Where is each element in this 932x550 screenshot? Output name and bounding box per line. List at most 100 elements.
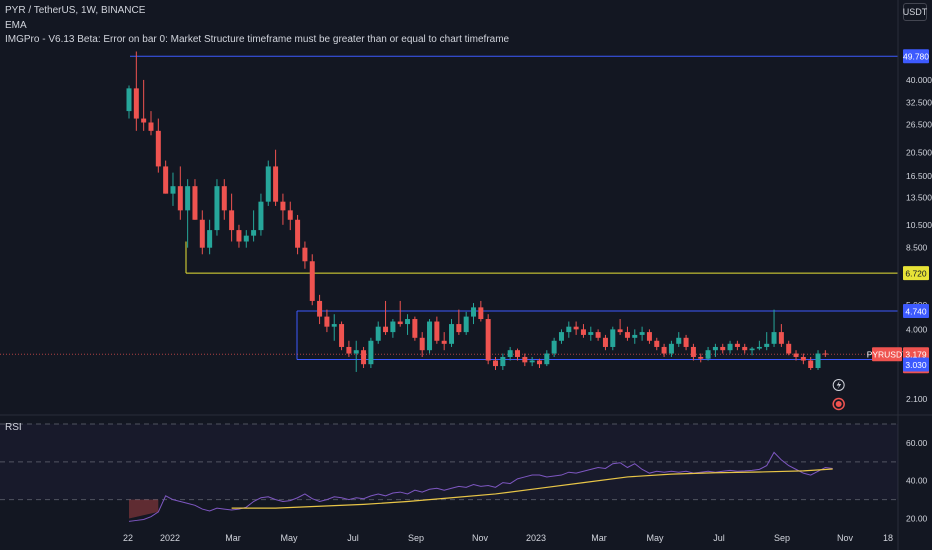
candle-body[interactable] — [668, 343, 674, 354]
rsi-ma-line[interactable] — [231, 468, 833, 509]
candle-body[interactable] — [602, 337, 608, 347]
candle-body[interactable] — [449, 324, 455, 344]
candle-body[interactable] — [346, 346, 352, 354]
candle-body[interactable] — [815, 353, 821, 368]
candle-body[interactable] — [287, 210, 293, 220]
candle-body[interactable] — [456, 324, 462, 333]
candle-body[interactable] — [412, 319, 418, 338]
candle-body[interactable] — [273, 166, 279, 202]
candle-body[interactable] — [566, 326, 572, 333]
candle-body[interactable] — [339, 324, 345, 347]
candle-body[interactable] — [478, 307, 484, 320]
candle-body[interactable] — [676, 337, 682, 344]
candle-body[interactable] — [383, 326, 389, 333]
candle-body[interactable] — [302, 247, 308, 262]
candle-body[interactable] — [133, 88, 139, 119]
candle-body[interactable] — [368, 340, 374, 365]
candle-body[interactable] — [661, 346, 667, 354]
candle-body[interactable] — [698, 356, 704, 359]
candle-body[interactable] — [742, 346, 748, 351]
candle-body[interactable] — [727, 343, 733, 351]
candle-body[interactable] — [485, 319, 491, 361]
candle-body[interactable] — [243, 235, 249, 242]
candle-body[interactable] — [427, 321, 433, 351]
earnings-event-icon[interactable] — [832, 397, 845, 411]
candle-body[interactable] — [221, 186, 227, 211]
candle-body[interactable] — [705, 350, 711, 359]
candle-body[interactable] — [808, 360, 814, 368]
candle-body[interactable] — [646, 332, 652, 341]
candle-body[interactable] — [514, 350, 520, 357]
candle-body[interactable] — [778, 332, 784, 344]
candle-body[interactable] — [756, 346, 762, 349]
candle-body[interactable] — [163, 166, 169, 194]
candle-body[interactable] — [558, 332, 564, 341]
candle-body[interactable] — [632, 334, 638, 338]
candle-body[interactable] — [720, 346, 726, 351]
candle-body[interactable] — [617, 329, 623, 333]
candle-body[interactable] — [405, 319, 411, 325]
candle-body[interactable] — [434, 321, 440, 341]
event-markers[interactable] — [832, 379, 845, 411]
time-axis[interactable]: 22 2022 Mar May Jul Sep Nov 2023 Mar May Jul Sep Nov… — [123, 533, 893, 543]
candle-body[interactable] — [214, 186, 220, 231]
candle-body[interactable] — [595, 332, 601, 338]
candle-body[interactable] — [397, 321, 403, 325]
candle-body[interactable] — [236, 230, 242, 242]
candle-body[interactable] — [800, 356, 806, 361]
candle-body[interactable] — [375, 326, 381, 341]
candle-body[interactable] — [295, 219, 301, 248]
candle-body[interactable] — [639, 332, 645, 335]
candle-body[interactable] — [185, 186, 191, 211]
candle-body[interactable] — [493, 360, 498, 367]
candle-body[interactable] — [580, 329, 586, 335]
candle-body[interactable] — [353, 350, 359, 354]
candle-body[interactable] — [258, 201, 264, 231]
candle-body[interactable] — [771, 332, 777, 344]
candle-body[interactable] — [361, 350, 367, 365]
candle-body[interactable] — [317, 300, 323, 317]
candle-body[interactable] — [588, 332, 594, 335]
rsi-pane[interactable]: 60.00 40.00 20.00 — [0, 423, 928, 524]
candle-body[interactable] — [551, 340, 557, 354]
candle-body[interactable] — [529, 360, 535, 363]
candle-body[interactable] — [683, 337, 689, 347]
candle-body[interactable] — [141, 118, 147, 123]
candle-body[interactable] — [749, 348, 755, 351]
candle-body[interactable] — [786, 343, 792, 354]
candle-body[interactable] — [654, 340, 660, 347]
candle-body[interactable] — [500, 356, 506, 367]
lightning-event-icon[interactable] — [832, 379, 845, 391]
candle-body[interactable] — [177, 186, 183, 211]
candle-body[interactable] — [229, 210, 235, 231]
candle-body[interactable] — [390, 321, 396, 333]
candle-body[interactable] — [734, 343, 740, 347]
candle-body[interactable] — [712, 346, 718, 351]
candle-body[interactable] — [155, 130, 161, 167]
candle-body[interactable] — [522, 356, 528, 363]
candle-body[interactable] — [471, 307, 477, 317]
candle-body[interactable] — [544, 353, 550, 365]
candle-body[interactable] — [126, 88, 132, 112]
candle-body[interactable] — [251, 230, 257, 236]
candle-body[interactable] — [573, 326, 579, 330]
candle-body[interactable] — [624, 332, 630, 338]
symbol-title[interactable]: PYR / TetherUS, 1W, BINANCE — [5, 5, 146, 16]
candle-body[interactable] — [309, 261, 315, 301]
rsi-indicator-label[interactable]: RSI — [5, 422, 22, 433]
candle-body[interactable] — [793, 353, 799, 357]
candle-body[interactable] — [610, 329, 616, 347]
candle-body[interactable] — [280, 201, 286, 211]
currency-button[interactable]: USDT — [903, 3, 927, 21]
candle-body[interactable] — [324, 316, 330, 327]
candle-body[interactable] — [536, 360, 542, 365]
candle-body[interactable] — [764, 343, 770, 347]
candle-body[interactable] — [207, 230, 213, 248]
candle-body[interactable] — [441, 340, 447, 344]
candles-layer[interactable] — [126, 51, 828, 372]
candle-body[interactable] — [690, 346, 696, 357]
candle-body[interactable] — [822, 353, 828, 355]
candle-body[interactable] — [507, 350, 513, 357]
